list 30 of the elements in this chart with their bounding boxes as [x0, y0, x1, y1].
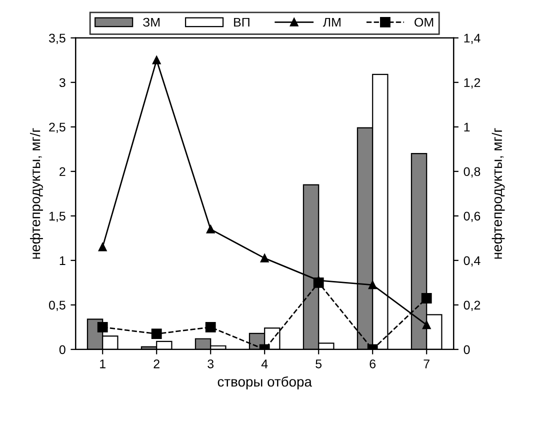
x-tick-label: 7	[424, 360, 430, 368]
legend-label: ЗМ	[142, 18, 160, 27]
y-tick-label: 3	[59, 78, 66, 88]
y2-tick-label: 0,6	[464, 212, 480, 222]
y2-tick-label: 0	[464, 345, 470, 354]
x-tick-label: 1	[100, 360, 106, 368]
y2-tick-label: 0,8	[464, 167, 480, 178]
y-tick-label: 2,5	[49, 122, 66, 134]
y-tick-label: 2	[60, 167, 66, 176]
x-axis-title: створы отбора	[218, 376, 312, 390]
y-tick-label: 1	[60, 256, 66, 265]
y-tick-label: 0	[59, 345, 66, 354]
y-tick-label: 1,5	[49, 212, 66, 222]
y-tick-label: 0,5	[48, 300, 66, 312]
legend-label: ОМ	[414, 18, 434, 27]
x-tick-label: 4	[261, 360, 268, 368]
y2-tick-label: 1,2	[464, 78, 480, 89]
x-tick-label: 2	[154, 359, 160, 368]
y2-axis-title: нефтепродукты, мг/г	[492, 128, 505, 259]
y2-tick-label: 1,4	[464, 34, 480, 44]
x-tick-label: 3	[208, 359, 214, 368]
x-tick-label: 5	[316, 360, 322, 368]
y-axis-title: нефтепродукты, мг/г	[30, 128, 43, 259]
y2-tick-label: 0,2	[464, 300, 480, 312]
legend-label: ВП	[234, 18, 250, 27]
x-tick-label: 6	[370, 359, 376, 368]
y2-tick-label: 0,4	[464, 256, 480, 267]
y2-tick-label: 1	[464, 122, 470, 132]
legend-label: ЛМ	[322, 18, 340, 27]
y-tick-label: 3,5	[48, 34, 66, 44]
